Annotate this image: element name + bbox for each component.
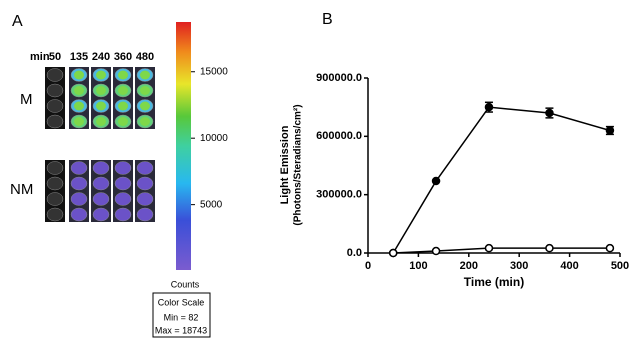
- row-label: M: [20, 91, 33, 108]
- well: [115, 193, 131, 206]
- well-spot: [74, 117, 84, 126]
- well: [71, 208, 87, 221]
- x-tick-label: 300: [510, 260, 528, 272]
- y-axis-title: (Photons/Steradians/cm²): [293, 104, 304, 225]
- y-tick-label: 300000.0: [316, 189, 362, 201]
- well: [137, 162, 153, 175]
- point: [546, 110, 553, 117]
- y-tick-label: 10000: [200, 133, 228, 144]
- y-axis-title: Light Emission: [279, 125, 291, 204]
- x-tick-label: 200: [460, 260, 478, 272]
- panel-label: B: [322, 11, 333, 28]
- well-images: [45, 67, 155, 222]
- panel-label: A: [12, 13, 23, 30]
- x-tick-label: 500: [611, 260, 629, 272]
- time-label: 480: [136, 51, 154, 63]
- point: [433, 248, 440, 255]
- well-spot: [96, 102, 106, 111]
- well-spot: [140, 86, 150, 95]
- y-tick-label: 900000.0: [316, 72, 362, 84]
- well-spot: [96, 117, 106, 126]
- time-label: 50: [49, 51, 61, 63]
- colorbar-label: Counts: [171, 279, 200, 289]
- well-spot: [118, 86, 128, 95]
- well-spot: [74, 71, 84, 80]
- well: [137, 208, 153, 221]
- time-unit: min: [30, 51, 50, 63]
- well-spot: [140, 71, 150, 80]
- x-axis-title: Time (min): [464, 275, 524, 289]
- point: [485, 245, 492, 252]
- well: [93, 162, 109, 175]
- color-scale-max: Max = 18743: [155, 325, 207, 335]
- well: [137, 193, 153, 206]
- well: [115, 208, 131, 221]
- well-spot: [118, 117, 128, 126]
- well: [47, 193, 63, 206]
- well-spot: [96, 71, 106, 80]
- point: [390, 250, 397, 257]
- x-tick-label: 0: [365, 260, 371, 272]
- well: [47, 84, 63, 97]
- well: [93, 208, 109, 221]
- time-label: 360: [114, 51, 132, 63]
- well: [47, 69, 63, 82]
- x-tick-label: 100: [409, 260, 427, 272]
- well-spot: [118, 102, 128, 111]
- well: [71, 162, 87, 175]
- well: [93, 177, 109, 190]
- y-tick-label: 5000: [200, 199, 223, 210]
- well: [47, 115, 63, 128]
- time-label: 135: [70, 51, 88, 63]
- x-tick-label: 400: [560, 260, 578, 272]
- well-spot: [74, 102, 84, 111]
- point: [546, 245, 553, 252]
- well: [71, 193, 87, 206]
- color-bar: [176, 22, 191, 270]
- well: [47, 177, 63, 190]
- well-spot: [74, 86, 84, 95]
- well: [137, 177, 153, 190]
- figure: A min M NM Counts Color Scale Min = 82 M…: [0, 0, 634, 338]
- well: [47, 162, 63, 175]
- point: [606, 245, 613, 252]
- y-tick-label: 15000: [200, 66, 228, 77]
- well-spot: [140, 117, 150, 126]
- well: [47, 208, 63, 221]
- well-spot: [118, 71, 128, 80]
- time-label: 240: [92, 51, 110, 63]
- well-spot: [96, 86, 106, 95]
- axes: 0 100 200 300 400 500 0.0 300000.0 600000.0 90000…: [316, 72, 629, 272]
- well: [47, 100, 63, 113]
- point: [433, 178, 440, 185]
- color-scale-min: Min = 82: [164, 312, 199, 322]
- y-tick-label: 0.0: [347, 247, 362, 259]
- point: [606, 127, 613, 134]
- series-line: [393, 107, 610, 253]
- well: [115, 162, 131, 175]
- well: [71, 177, 87, 190]
- y-tick-label: 600000.0: [316, 130, 362, 142]
- well: [93, 193, 109, 206]
- well: [115, 177, 131, 190]
- color-scale-title: Color Scale: [158, 297, 205, 307]
- row-label: NM: [10, 181, 33, 198]
- point: [485, 104, 492, 111]
- well-spot: [140, 102, 150, 111]
